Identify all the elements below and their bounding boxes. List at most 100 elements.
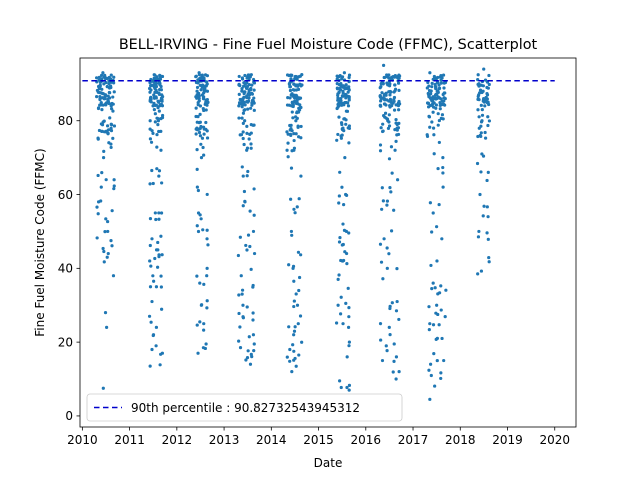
data-point	[394, 139, 398, 143]
data-point	[194, 114, 198, 119]
data-point	[381, 199, 385, 203]
data-point	[158, 103, 162, 107]
data-point	[347, 85, 351, 89]
data-point	[487, 255, 491, 260]
data-point	[480, 108, 484, 112]
data-point	[344, 96, 348, 100]
data-point	[347, 126, 352, 130]
data-point	[148, 137, 153, 141]
data-point	[201, 346, 206, 350]
data-point	[477, 84, 481, 88]
data-point	[477, 126, 481, 130]
data-point	[431, 110, 435, 114]
data-point	[252, 251, 257, 256]
data-point	[482, 97, 486, 101]
data-point	[432, 74, 436, 79]
data-point	[154, 103, 159, 107]
data-point	[238, 97, 242, 102]
data-point	[479, 120, 484, 124]
data-point	[101, 246, 105, 251]
data-point	[100, 129, 104, 133]
data-point	[341, 126, 345, 131]
data-point	[384, 116, 388, 120]
data-point	[347, 315, 351, 319]
data-point	[205, 274, 209, 278]
data-point	[197, 94, 201, 98]
data-point	[240, 165, 244, 169]
data-point	[381, 122, 385, 126]
data-point	[99, 122, 103, 126]
data-point	[292, 349, 296, 353]
data-point	[111, 136, 115, 140]
data-point	[158, 76, 162, 80]
data-point	[477, 115, 481, 119]
data-point	[195, 167, 199, 171]
data-point	[195, 185, 199, 189]
data-point	[300, 340, 304, 344]
data-point	[297, 288, 301, 293]
data-point	[244, 85, 249, 89]
data-point	[430, 102, 435, 106]
data-point	[241, 136, 245, 141]
data-point	[480, 90, 484, 95]
data-point	[437, 140, 441, 145]
data-point	[381, 129, 385, 133]
data-point	[387, 325, 391, 329]
data-point	[436, 112, 440, 116]
data-point	[338, 379, 342, 383]
data-point	[246, 233, 251, 237]
data-point	[434, 311, 438, 315]
data-point	[341, 89, 345, 93]
data-point	[299, 105, 303, 110]
data-point	[340, 103, 344, 107]
data-point	[435, 96, 439, 101]
data-point	[431, 211, 435, 215]
data-point	[341, 259, 345, 263]
data-point	[157, 81, 161, 85]
data-point	[109, 142, 113, 146]
data-point	[154, 84, 159, 89]
data-point	[148, 119, 152, 123]
data-point	[205, 306, 209, 310]
data-point	[112, 178, 116, 182]
data-point	[252, 108, 256, 112]
data-point	[149, 264, 153, 268]
data-point	[479, 269, 484, 273]
data-point	[203, 84, 207, 88]
data-point	[438, 75, 442, 79]
data-point	[431, 323, 436, 327]
data-point	[392, 208, 396, 212]
data-point	[486, 215, 490, 219]
data-point	[289, 197, 293, 201]
data-point	[206, 243, 210, 247]
data-point	[150, 129, 154, 133]
data-point	[341, 242, 345, 247]
data-point	[378, 94, 382, 98]
x-tick-label: 2010	[67, 433, 98, 447]
data-point	[343, 156, 347, 160]
data-point	[245, 146, 250, 150]
data-point	[194, 95, 198, 99]
data-point	[287, 325, 291, 329]
data-point	[205, 89, 210, 93]
data-point	[108, 116, 112, 120]
data-point	[202, 328, 206, 332]
data-point	[110, 244, 114, 248]
x-tick-label: 2019	[492, 433, 523, 447]
data-point	[394, 355, 399, 359]
data-point	[384, 344, 388, 348]
data-point	[337, 90, 341, 94]
data-point	[428, 397, 432, 401]
data-point	[296, 322, 300, 326]
data-point	[433, 93, 438, 97]
data-point	[292, 148, 296, 152]
data-point	[148, 243, 152, 248]
data-point	[393, 128, 397, 132]
data-point	[384, 91, 388, 95]
data-point	[480, 113, 485, 117]
data-point	[158, 73, 162, 77]
data-point	[347, 340, 351, 344]
data-point	[481, 99, 485, 103]
legend-box	[86, 393, 403, 422]
data-point	[427, 95, 431, 99]
